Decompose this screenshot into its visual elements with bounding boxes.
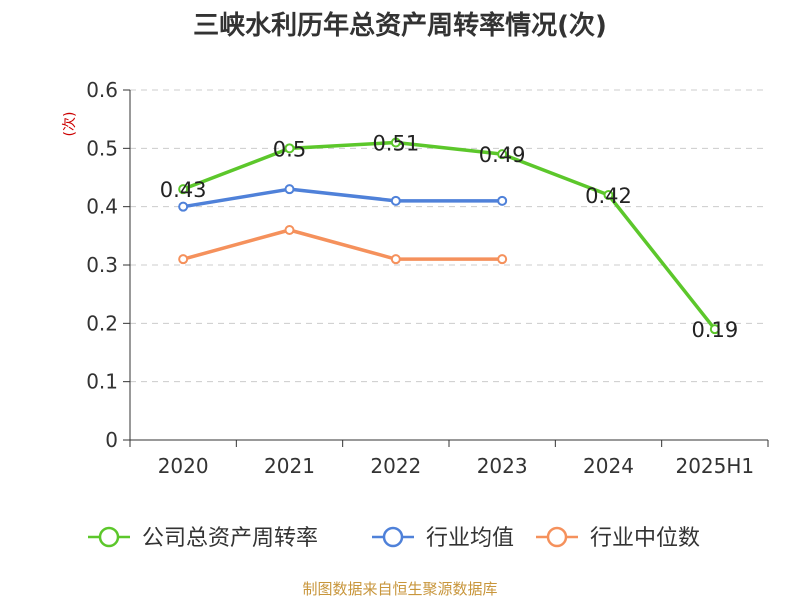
x-tick-label: 2024 <box>583 454 634 478</box>
y-tick-label: 0.4 <box>86 195 118 219</box>
axes: 0 0.1 0.2 0.3 0.4 0.5 0.6 2020 2021 2022 2023 2024 2… <box>86 78 769 478</box>
y-tick-label: 0.6 <box>86 78 118 102</box>
data-label: 0.49 <box>479 143 526 167</box>
legend: 公司总资产周转率 行业均值 行业中位数 <box>88 526 700 551</box>
data-label: 0.43 <box>160 178 207 202</box>
series-point <box>603 190 614 200</box>
legend-swatch-marker <box>98 526 120 548</box>
legend-item[interactable]: 公司总资产周转率 <box>88 526 318 551</box>
y-tick-label: 0.1 <box>86 370 118 394</box>
legend-item[interactable]: 行业均值 <box>372 526 514 551</box>
chart-title: 三峡水利历年总资产周转率情况(次) <box>193 10 607 41</box>
x-tick-label: 2025H1 <box>675 454 754 478</box>
legend-swatch-marker <box>382 526 404 548</box>
series-point <box>178 254 189 265</box>
series-point <box>284 143 295 154</box>
y-tick-label: 0 <box>105 428 118 452</box>
y-tick-label: 0.5 <box>86 136 118 160</box>
series-point <box>497 254 508 265</box>
x-tick-label: 2023 <box>477 454 528 478</box>
series-point <box>284 225 295 235</box>
x-tick-label: 2022 <box>370 454 421 478</box>
data-label: 0.5 <box>273 137 306 161</box>
series-point <box>284 184 295 195</box>
data-labels: 0.43 0.5 0.51 0.49 0.42 0.19 <box>160 132 738 343</box>
data-label: 0.19 <box>691 318 738 342</box>
legend-label: 公司总资产周转率 <box>142 526 318 551</box>
series-point <box>390 195 401 206</box>
legend-item[interactable]: 行业中位数 <box>536 526 700 551</box>
x-tick-label: 2021 <box>264 454 315 478</box>
series-line <box>181 228 504 261</box>
data-label: 0.51 <box>372 132 419 156</box>
series-line <box>181 187 504 209</box>
series-point <box>709 324 720 335</box>
y-axis-label: (次) <box>62 112 78 137</box>
series-point <box>390 254 401 265</box>
data-label: 0.42 <box>585 184 632 208</box>
y-tick-label: 0.3 <box>86 253 118 277</box>
series-point <box>390 137 401 148</box>
series-lines <box>178 137 720 335</box>
x-tick-label: 2020 <box>158 454 209 478</box>
source-note: 制图数据来自恒生聚源数据库 <box>302 580 497 598</box>
series-point <box>497 149 508 160</box>
series-point <box>178 201 189 212</box>
gridlines <box>130 89 768 383</box>
y-tick-label: 0.2 <box>86 311 118 335</box>
series-point <box>497 195 508 206</box>
legend-swatch-marker <box>546 526 568 548</box>
legend-label: 行业均值 <box>426 526 514 551</box>
series-line <box>181 140 717 331</box>
legend-label: 行业中位数 <box>590 526 700 551</box>
series-point <box>178 184 189 195</box>
